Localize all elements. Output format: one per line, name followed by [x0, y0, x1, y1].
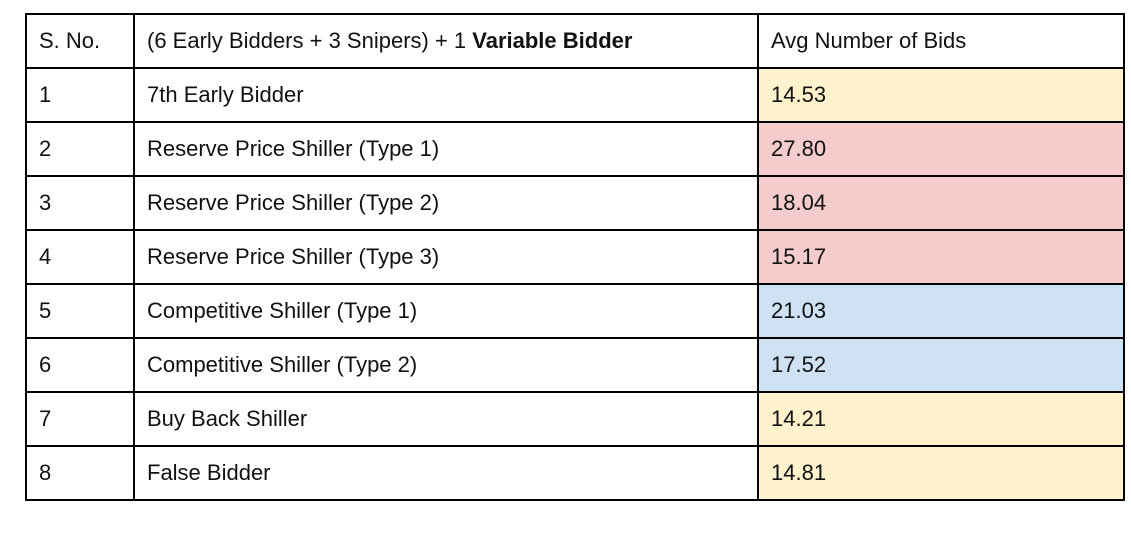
header-bidder-config: (6 Early Bidders + 3 Snipers) + 1 Variab…: [133, 13, 759, 69]
row-bidder-type: Reserve Price Shiller (Type 2): [133, 175, 759, 231]
table-header: S. No. (6 Early Bidders + 3 Snipers) + 1…: [25, 13, 1125, 69]
bidder-results-table: S. No. (6 Early Bidders + 3 Snipers) + 1…: [25, 13, 1125, 501]
row-avg-bids: 14.53: [757, 67, 1125, 123]
row-sno: 6: [25, 337, 135, 393]
row-avg-bids: 14.81: [757, 445, 1125, 501]
table-row: 6 Competitive Shiller (Type 2) 17.52: [25, 337, 1125, 393]
row-avg-bids: 21.03: [757, 283, 1125, 339]
table-row: 7 Buy Back Shiller 14.21: [25, 391, 1125, 447]
header-row: S. No. (6 Early Bidders + 3 Snipers) + 1…: [25, 13, 1125, 69]
header-config-prefix: (6 Early Bidders + 3 Snipers) + 1: [147, 28, 473, 53]
row-avg-bids: 15.17: [757, 229, 1125, 285]
header-sno: S. No.: [25, 13, 135, 69]
header-config-bold: Variable Bidder: [472, 28, 633, 53]
row-bidder-type: False Bidder: [133, 445, 759, 501]
row-sno: 2: [25, 121, 135, 177]
row-avg-bids: 27.80: [757, 121, 1125, 177]
row-avg-bids: 17.52: [757, 337, 1125, 393]
row-sno: 8: [25, 445, 135, 501]
row-sno: 5: [25, 283, 135, 339]
table-row: 1 7th Early Bidder 14.53: [25, 67, 1125, 123]
row-bidder-type: Competitive Shiller (Type 2): [133, 337, 759, 393]
row-avg-bids: 18.04: [757, 175, 1125, 231]
row-bidder-type: Reserve Price Shiller (Type 3): [133, 229, 759, 285]
row-bidder-type: Reserve Price Shiller (Type 1): [133, 121, 759, 177]
table-row: 4 Reserve Price Shiller (Type 3) 15.17: [25, 229, 1125, 285]
row-sno: 1: [25, 67, 135, 123]
row-bidder-type: Competitive Shiller (Type 1): [133, 283, 759, 339]
row-bidder-type: Buy Back Shiller: [133, 391, 759, 447]
table-row: 8 False Bidder 14.81: [25, 445, 1125, 501]
header-avg-bids: Avg Number of Bids: [757, 13, 1125, 69]
row-avg-bids: 14.21: [757, 391, 1125, 447]
table-row: 2 Reserve Price Shiller (Type 1) 27.80: [25, 121, 1125, 177]
row-bidder-type: 7th Early Bidder: [133, 67, 759, 123]
table-row: 5 Competitive Shiller (Type 1) 21.03: [25, 283, 1125, 339]
table-body: 1 7th Early Bidder 14.53 2 Reserve Price…: [25, 67, 1125, 501]
row-sno: 3: [25, 175, 135, 231]
row-sno: 4: [25, 229, 135, 285]
table-row: 3 Reserve Price Shiller (Type 2) 18.04: [25, 175, 1125, 231]
row-sno: 7: [25, 391, 135, 447]
